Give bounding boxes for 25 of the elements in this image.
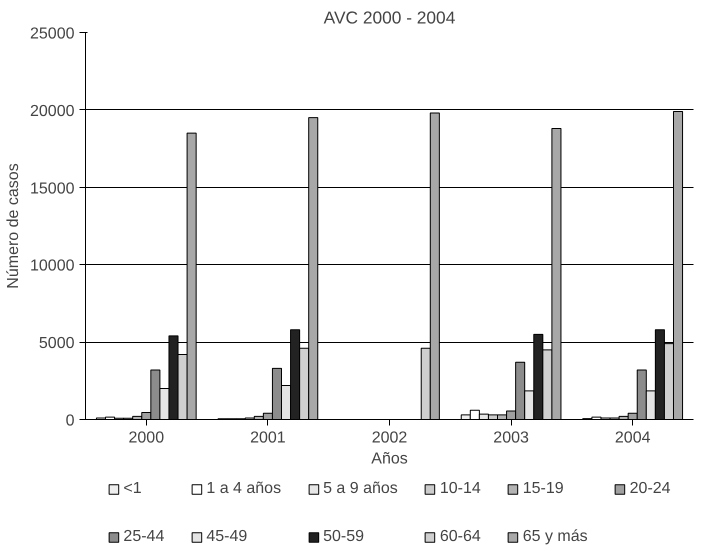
- x-tick-label: 2003: [493, 430, 529, 446]
- x-axis-title: Años: [371, 450, 408, 468]
- legend-label: 50-59: [323, 526, 364, 546]
- x-tick-label: 2004: [614, 430, 651, 446]
- y-tick-label: 20000: [30, 102, 75, 120]
- legend-label: 1 a 4 años: [206, 478, 282, 498]
- legend-label: 10-14: [440, 478, 481, 498]
- legend-label: 20-24: [630, 478, 671, 498]
- x-tick-label: 2001: [250, 430, 286, 446]
- y-tick-label: 15000: [30, 180, 75, 198]
- x-tick-label: 2000: [128, 430, 164, 446]
- legend-label: <1: [123, 478, 143, 498]
- legend-label: 5 a 9 años: [323, 478, 398, 498]
- legend-label: 25-44: [123, 526, 164, 546]
- legend-label: 45-49: [206, 526, 248, 546]
- legend-label: 65 y más: [522, 526, 588, 546]
- legend-label: 15-19: [522, 478, 564, 498]
- legend-label: 60-64: [440, 526, 481, 546]
- y-axis-title: Número de casos: [5, 163, 22, 289]
- y-tick-label: 10000: [30, 258, 75, 275]
- y-tick-label: 0: [66, 412, 75, 430]
- x-tick-label: 2002: [372, 430, 408, 446]
- y-tick-label: 5000: [38, 335, 75, 352]
- chart-title: AVC 2000 - 2004: [324, 8, 456, 28]
- y-tick-label: 25000: [30, 26, 75, 42]
